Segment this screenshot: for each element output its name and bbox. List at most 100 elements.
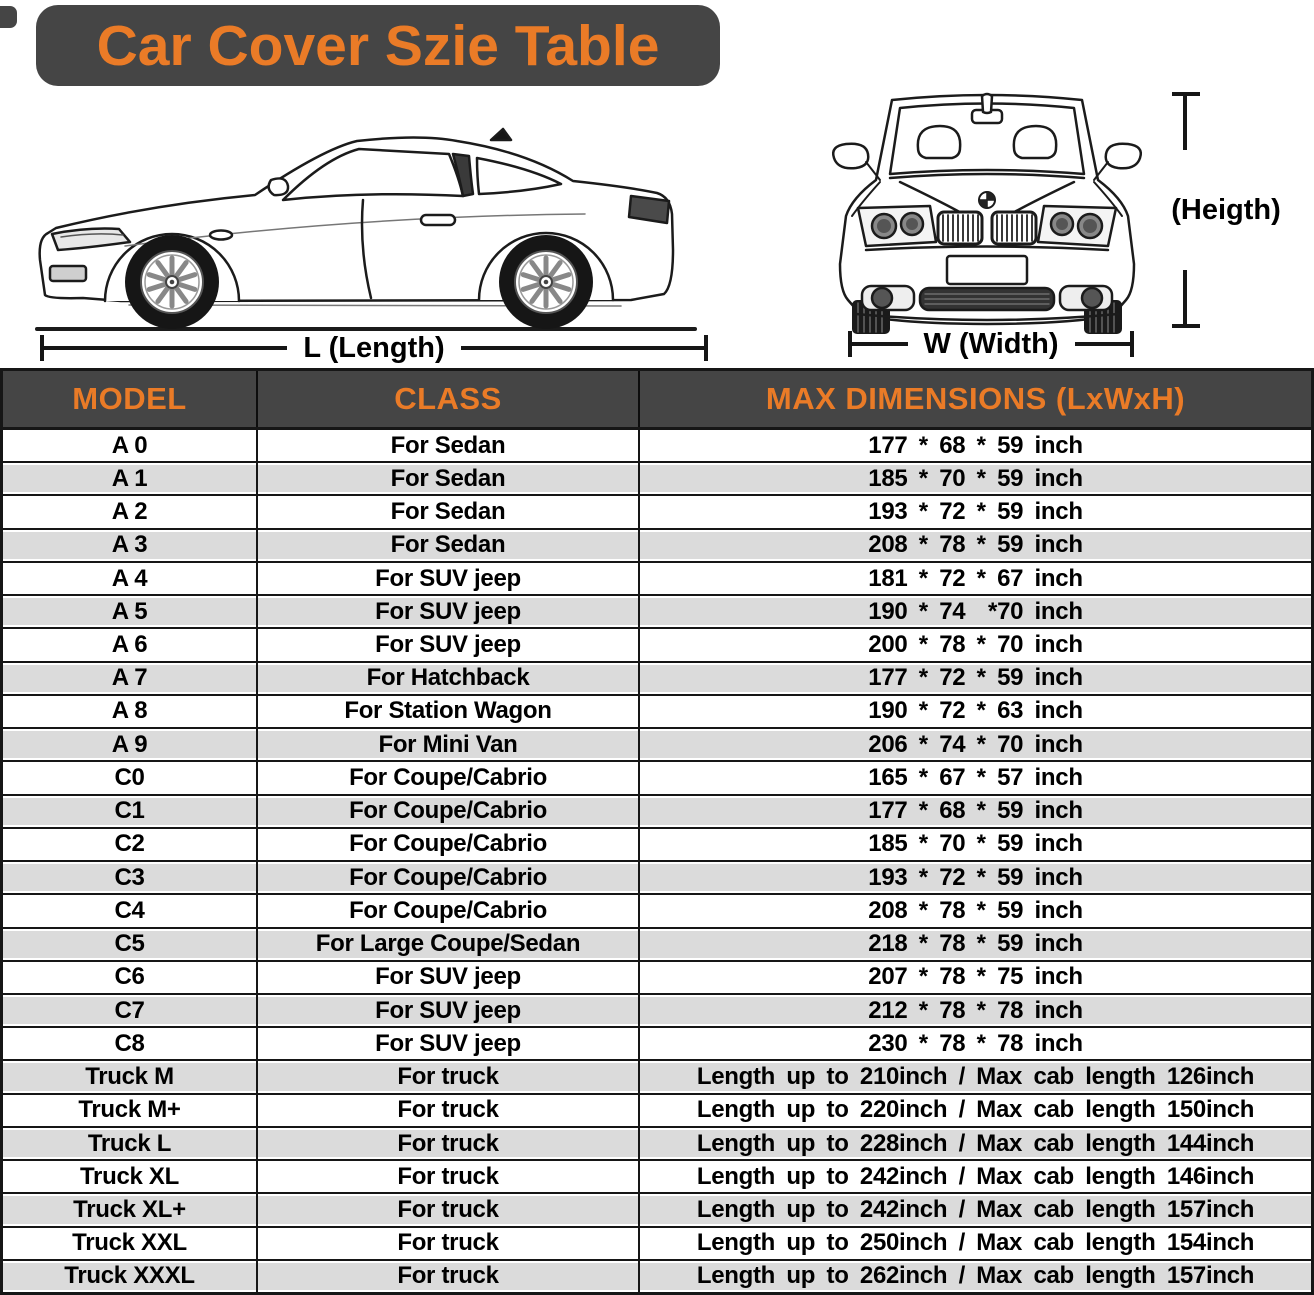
- dimensions-cell: 181 * 72 * 67 inch: [638, 562, 1311, 595]
- class-cell: For truck: [256, 1161, 638, 1193]
- left-side-mirror: [832, 142, 870, 170]
- model-cell: Truck XL+: [73, 1196, 186, 1223]
- model-cell: A 2: [111, 498, 148, 526]
- dimensions-cell: 208 * 78 * 59 inch: [638, 895, 1311, 927]
- class-cell: For SUV jeep: [256, 961, 638, 993]
- table-row: A 1 For Sedan 185 * 70 * 59 inch: [3, 461, 1311, 495]
- dimensions-cell: Length up to 210inch / Max cab length 12…: [638, 1061, 1311, 1093]
- cowl-line: [888, 172, 1086, 180]
- dimensions-cell: 177 * 68 * 59 inch: [638, 795, 1311, 827]
- class-cell: For truck: [256, 1127, 638, 1160]
- front-view-car-illustration: [832, 92, 1142, 334]
- header-model: MODEL: [72, 381, 187, 416]
- model-cell: Truck L: [87, 1129, 172, 1157]
- dimensions-cell: 190 * 74 *70 inch: [638, 596, 1311, 628]
- dimension-line: [44, 346, 288, 350]
- class-cell: For Mini Van: [256, 729, 638, 761]
- door-seam: [360, 198, 373, 300]
- left-fog-light: [860, 284, 916, 312]
- model-cell: Truck XXXL: [64, 1262, 195, 1290]
- table-row: C6 For SUV jeep 207 * 78 * 75 inch: [3, 959, 1311, 993]
- class-cell: For truck: [256, 1061, 638, 1093]
- table-row: C4 For Coupe/Cabrio 208 * 78 * 59 inch: [3, 893, 1311, 927]
- dimensions-cell: 185 * 70 * 59 inch: [638, 828, 1311, 861]
- table-row: C0 For Coupe/Cabrio 165 * 67 * 57 inch: [3, 760, 1311, 794]
- class-cell: For SUV jeep: [256, 629, 638, 661]
- dimensions-cell: 165 * 67 * 57 inch: [638, 762, 1311, 794]
- antenna-base: [980, 92, 994, 115]
- class-cell: For Sedan: [256, 496, 638, 528]
- door-handle: [419, 213, 457, 227]
- table-row: C3 For Coupe/Cabrio 193 * 72 * 59 inch: [3, 860, 1311, 894]
- tail-light: [627, 194, 671, 225]
- model-cell: Truck M: [85, 1063, 174, 1091]
- table-row: Truck L For truck Length up to 228inch / M…: [3, 1125, 1311, 1160]
- class-cell: For Large Coupe/Sedan: [256, 928, 638, 960]
- table-row: A 6 For SUV jeep 200 * 78 * 70 inch: [3, 627, 1311, 661]
- dimension-tick: [40, 335, 44, 361]
- quarter-window: [475, 156, 563, 196]
- left-headlight: [856, 204, 938, 248]
- class-cell: For truck: [256, 1194, 638, 1226]
- side-mirror: [267, 177, 290, 197]
- right-side-mirror: [1104, 142, 1142, 170]
- dimension-tick: [1172, 324, 1200, 328]
- class-cell: For truck: [256, 1227, 638, 1259]
- dimensions-cell: 218 * 78 * 59 inch: [638, 928, 1311, 960]
- dimension-line: [1183, 270, 1187, 324]
- model-cell: A 1: [111, 464, 148, 492]
- model-cell: A 0: [111, 431, 148, 459]
- model-cell: A 7: [111, 664, 148, 692]
- dimensions-cell: Length up to 242inch / Max cab length 14…: [638, 1161, 1311, 1193]
- dimension-line: [460, 346, 704, 350]
- dimensions-cell: 207 * 78 * 75 inch: [638, 961, 1311, 993]
- dimensions-cell: 185 * 70 * 59 inch: [638, 463, 1311, 495]
- header-max-dimensions: MAX DIMENSIONS (LxWxH): [638, 371, 1311, 427]
- dimensions-cell: 230 * 78 * 78 inch: [638, 1028, 1311, 1060]
- header-class: CLASS: [256, 371, 638, 427]
- dimensions-cell: 206 * 74 * 70 inch: [638, 729, 1311, 761]
- width-label: W (Width): [923, 327, 1059, 360]
- table-row: A 9 For Mini Van 206 * 74 * 70 inch: [3, 727, 1311, 761]
- model-cell: C1: [114, 797, 145, 825]
- model-cell: Truck M+: [78, 1096, 181, 1124]
- dimensions-cell: 208 * 78 * 59 inch: [638, 529, 1311, 561]
- dimensions-cell: Length up to 228inch / Max cab length 14…: [638, 1127, 1311, 1160]
- kidney-grille-right: [990, 210, 1038, 246]
- table-row: C1 For Coupe/Cabrio 177 * 68 * 59 inch: [3, 793, 1311, 827]
- dimension-line: [1183, 96, 1187, 150]
- class-cell: For SUV jeep: [256, 596, 638, 628]
- model-cell: C3: [114, 863, 145, 891]
- table-row: Truck M For truck Length up to 210inch / M…: [3, 1059, 1311, 1093]
- model-cell: C4: [114, 896, 145, 924]
- table-row: C2 For Coupe/Cabrio 185 * 70 * 59 inch: [3, 826, 1311, 861]
- class-cell: For Station Wagon: [256, 695, 638, 728]
- dimension-tick: [1172, 92, 1200, 96]
- dimensions-cell: 200 * 78 * 70 inch: [638, 629, 1311, 661]
- class-cell: For SUV jeep: [256, 994, 638, 1027]
- model-cell: C6: [114, 963, 145, 991]
- dimensions-cell: 193 * 72 * 59 inch: [638, 496, 1311, 528]
- class-cell: For Coupe/Cabrio: [256, 862, 638, 894]
- antenna-fin: [489, 127, 513, 142]
- table-row: Truck M+ For truck Length up to 220inch / …: [3, 1092, 1311, 1126]
- class-cell: For truck: [256, 1094, 638, 1126]
- class-cell: For Coupe/Cabrio: [256, 895, 638, 927]
- kidney-grille-left: [936, 210, 984, 246]
- center-intake: [918, 286, 1056, 312]
- size-table: MODEL CLASS MAX DIMENSIONS (LxWxH) A 0 Fo…: [0, 368, 1314, 1295]
- model-cell: C0: [114, 763, 145, 791]
- right-headrest: [1012, 124, 1058, 160]
- right-headlight: [1036, 204, 1118, 248]
- length-dimension: L (Length): [40, 332, 708, 364]
- b-pillar: [451, 152, 475, 198]
- side-marker: [208, 229, 234, 241]
- size-table-body: A 0 For Sedan 177 * 68 * 59 inch A 1 For Sed…: [3, 430, 1311, 1293]
- class-cell: For Coupe/Cabrio: [256, 795, 638, 827]
- table-row: A 4 For SUV jeep 181 * 72 * 67 inch: [3, 560, 1311, 595]
- table-row: A 3 For Sedan 208 * 78 * 59 inch: [3, 527, 1311, 561]
- dimension-tick: [848, 331, 852, 357]
- table-row: C7 For SUV jeep 212 * 78 * 78 inch: [3, 992, 1311, 1027]
- model-cell: C2: [114, 830, 145, 858]
